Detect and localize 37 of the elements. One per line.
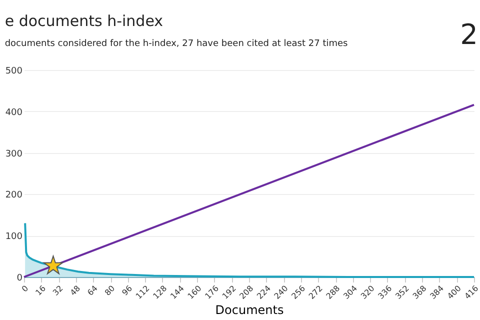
x-tick-label: 80: [103, 284, 117, 298]
x-tick-label: 192: [220, 284, 238, 301]
y-tick-label: 300: [5, 149, 23, 160]
x-tick-label: 176: [203, 284, 221, 301]
x-tick-label: 0: [20, 284, 30, 294]
x-tick-label: 320: [359, 284, 376, 301]
x-axis-title: Documents: [215, 302, 284, 317]
x-tick-label: 336: [376, 284, 394, 301]
x-tick-label: 240: [272, 284, 290, 301]
x-tick-label: 384: [428, 284, 446, 301]
chart-subtitle: documents considered for the h-index, 27 have been cited at least 27 times: [4, 39, 348, 49]
x-tick-label: 224: [255, 284, 272, 301]
y-tick-label: 500: [5, 66, 23, 76]
x-tick-label: 128: [151, 284, 169, 301]
x-tick-label: 96: [120, 284, 134, 298]
x-tick-label: 272: [307, 284, 324, 301]
y-tick-label: 200: [5, 190, 23, 201]
y-tick-label: 0: [16, 274, 23, 284]
x-tick-label: 288: [324, 284, 342, 301]
x-tick-label: 304: [342, 284, 360, 301]
x-tick-label: 416: [462, 284, 480, 301]
x-tick-label: 368: [411, 284, 428, 301]
text: 2: [460, 18, 478, 51]
x-tick-label: 208: [238, 284, 256, 301]
x-tick-label: 400: [446, 284, 463, 301]
x-tick-label: 160: [186, 284, 204, 301]
x-tick-label: 64: [86, 284, 100, 298]
x-tick-label: 352: [394, 284, 411, 301]
x-tick-label: 32: [51, 284, 65, 298]
y-tick-label: 100: [5, 232, 23, 242]
x-tick-label: 48: [68, 284, 82, 298]
x-tick-label: 144: [168, 284, 186, 301]
x-tick-label: 112: [134, 284, 152, 301]
x-tick-label: 256: [290, 284, 308, 301]
chart-title: e documents h-index: [4, 12, 164, 30]
y-tick-label: 400: [5, 108, 23, 118]
x-tick-label: 16: [34, 284, 48, 298]
